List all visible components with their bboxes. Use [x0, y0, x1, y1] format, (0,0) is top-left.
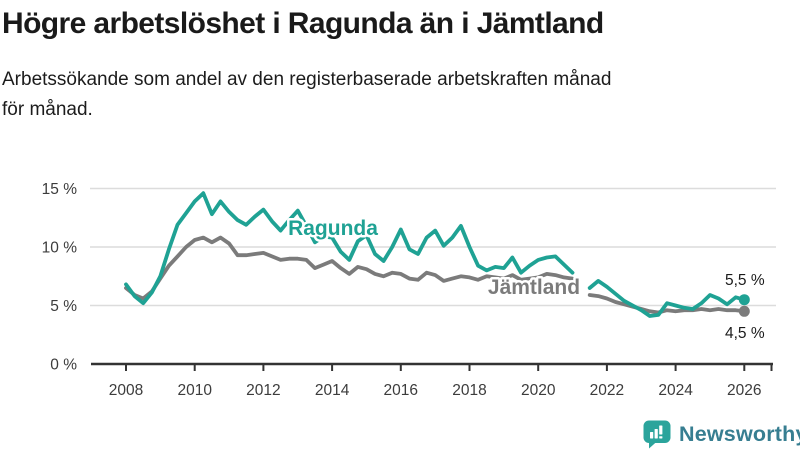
chart-title: Högre arbetslöshet i Ragunda än i Jämtla… [2, 7, 604, 40]
exclamation-bar [659, 425, 663, 435]
y-tick-label: 15 % [42, 181, 78, 198]
ragunda-line [124, 191, 747, 318]
x-tick-label: 2020 [521, 382, 556, 399]
x-tick-label: 2010 [177, 382, 212, 399]
x-tick-label: 2016 [384, 382, 418, 399]
chart-subtitle: Arbetssökande som andel av den registerb… [2, 65, 800, 125]
x-tick-label: 2024 [658, 382, 693, 399]
y-tick-label: 5 % [50, 298, 77, 315]
subtitle-line-1: Arbetssökande som andel av den registerb… [2, 69, 612, 90]
x-tick-label: 2022 [590, 382, 624, 399]
subtitle-line-2: för månad. [2, 99, 93, 120]
ragunda-end-value: 5,5 % [725, 272, 765, 289]
ragunda-label: Ragunda [288, 217, 378, 240]
bar-chart-bar-2 [654, 429, 658, 439]
x-tick-label: 2012 [246, 382, 280, 399]
exclamation-dot [659, 436, 663, 439]
jamtland-end-value: 4,5 % [725, 325, 765, 342]
y-tick-label: 10 % [42, 240, 78, 257]
chart-card: Högre arbetslöshet i Ragunda än i Jämtla… [0, 6, 800, 456]
jamtland-end-dot [738, 305, 750, 317]
bar-chart-bar-1 [650, 432, 654, 439]
newsworthy-wordmark: Newsworthy [679, 421, 800, 446]
x-tick-label: 2018 [452, 382, 486, 399]
ragunda-end-dot [738, 294, 750, 306]
x-tick-label: 2014 [315, 382, 350, 399]
y-tick-label: 0 % [50, 357, 77, 374]
chart-canvas: 0 % 5 % 10 % 15 % 2008 2010 2012 2014 2016 2018 20… [42, 181, 776, 399]
newsworthy-logo: Newsworthy [642, 419, 800, 449]
x-tick-label: 2026 [727, 382, 761, 399]
jamtland-line [124, 235, 747, 315]
newsworthy-icon [643, 420, 671, 449]
jamtland-label: Jämtland [488, 276, 580, 299]
unemployment-line-chart: 0 % 5 % 10 % 15 % 2008 2010 2012 2014 2016 2018 20… [0, 171, 800, 416]
x-tick-label: 2008 [109, 382, 143, 399]
speech-bubble-tail [649, 441, 658, 449]
